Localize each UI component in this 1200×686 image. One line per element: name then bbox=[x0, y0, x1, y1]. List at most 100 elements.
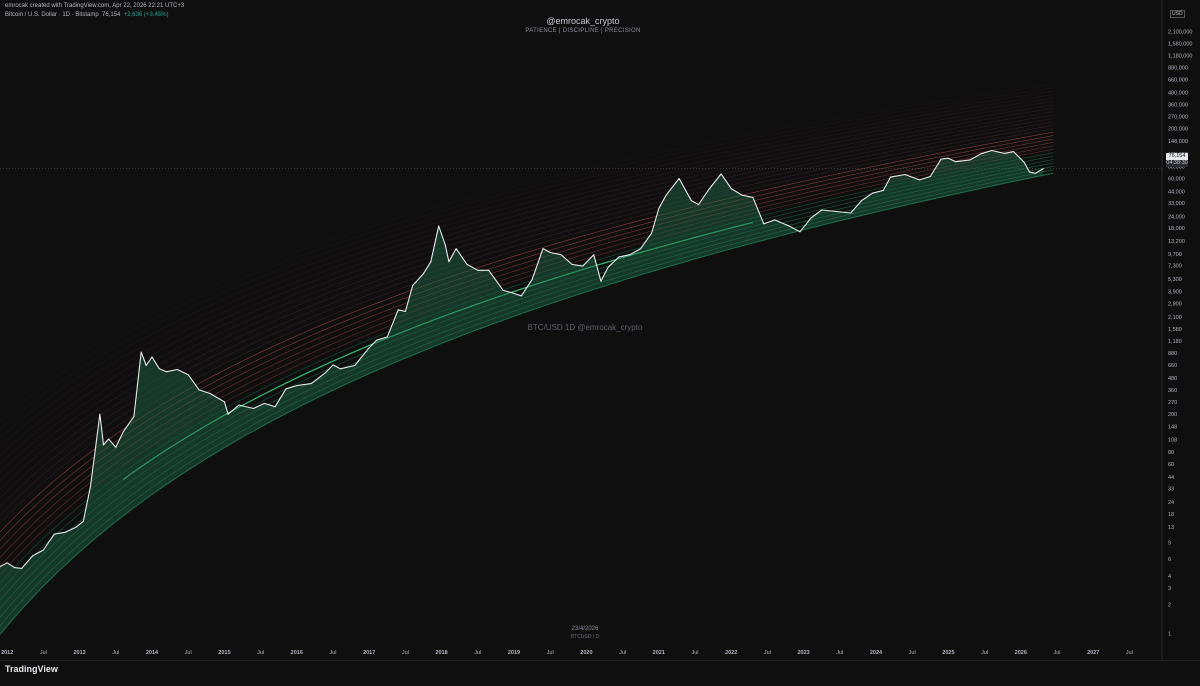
price-point bbox=[32, 555, 34, 557]
band-line bbox=[0, 90, 1054, 430]
y-tick-label: 7,300 bbox=[1168, 264, 1182, 270]
tradingview-logo[interactable]: TradingView bbox=[5, 664, 58, 674]
symbol-line[interactable]: Bitcoin / U.S. Dollar · 1D · Bitstamp bbox=[5, 12, 99, 18]
x-tick-label: Jul bbox=[257, 650, 264, 656]
y-tick-label: 2,900 bbox=[1168, 302, 1182, 308]
x-tick-label: Jul bbox=[836, 650, 843, 656]
band-line bbox=[0, 111, 1054, 482]
x-tick-label: 2026 bbox=[1015, 650, 1027, 656]
y-tick-label: 108 bbox=[1168, 438, 1177, 444]
price-point bbox=[252, 408, 254, 409]
x-tick-label: 2024 bbox=[870, 650, 883, 656]
y-tick-label: 13,200 bbox=[1168, 239, 1185, 245]
tradingview-brand: TradingView bbox=[5, 664, 58, 674]
axes: 1 2 3 4 6 9 13 18 24 33 44 60 80 108 148 200 270 360 480 66… bbox=[1, 0, 1192, 660]
price-point bbox=[455, 248, 457, 250]
price-point bbox=[1023, 162, 1025, 164]
price-point bbox=[0, 566, 1, 568]
last-price: 76,154 bbox=[102, 12, 121, 18]
y-tick-label: 148,000 bbox=[1168, 139, 1188, 145]
price-point bbox=[332, 364, 334, 366]
price-line bbox=[0, 149, 1162, 569]
price-point bbox=[466, 263, 468, 265]
x-tick-label: 2021 bbox=[653, 650, 665, 656]
axis-currency-label[interactable]: USD bbox=[1170, 10, 1185, 18]
price-point bbox=[709, 188, 710, 190]
band-line bbox=[0, 128, 1054, 524]
y-tick-label: 80 bbox=[1168, 450, 1174, 456]
y-tick-label: 24,000 bbox=[1168, 214, 1185, 220]
price-point bbox=[187, 374, 189, 376]
price-point bbox=[354, 365, 356, 366]
price-point bbox=[678, 178, 680, 179]
price-point bbox=[145, 365, 147, 366]
price-point bbox=[263, 402, 265, 404]
x-tick-label: Jul bbox=[981, 650, 988, 656]
price-point bbox=[53, 533, 55, 535]
price-point bbox=[274, 406, 276, 408]
y-tick-label: 480,000 bbox=[1168, 91, 1188, 97]
band-line bbox=[0, 142, 1054, 558]
price-area-fill bbox=[0, 150, 1044, 635]
band-line bbox=[0, 152, 1054, 584]
x-tick-label: Jul bbox=[691, 650, 698, 656]
y-tick-label: 3 bbox=[1168, 586, 1171, 592]
footer-bar bbox=[0, 660, 1200, 682]
price-point bbox=[209, 393, 211, 394]
price-point bbox=[607, 266, 609, 268]
y-tick-label: 880,000 bbox=[1168, 66, 1188, 72]
band-line bbox=[0, 114, 1054, 490]
price-point bbox=[618, 256, 620, 258]
price-point bbox=[477, 269, 479, 271]
price-point bbox=[690, 200, 692, 202]
y-tick-label: 4 bbox=[1168, 574, 1171, 580]
x-tick-label: Jul bbox=[40, 650, 47, 656]
price-point bbox=[940, 158, 942, 160]
y-tick-label: 270 bbox=[1168, 400, 1177, 406]
band-line bbox=[0, 138, 1054, 550]
band-line bbox=[0, 121, 1054, 507]
x-tick-label: Jul bbox=[619, 650, 626, 656]
price-point bbox=[75, 526, 77, 528]
y-tick-label: 18,000 bbox=[1168, 226, 1185, 232]
price-point bbox=[720, 173, 722, 175]
y-tick-label: 9,700 bbox=[1168, 252, 1182, 258]
price-point bbox=[890, 176, 891, 178]
price-point bbox=[430, 261, 432, 263]
band-line bbox=[0, 107, 1054, 473]
price-point bbox=[510, 292, 512, 293]
price-point bbox=[140, 351, 142, 353]
y-tick-label: 1,180 bbox=[1168, 339, 1182, 345]
y-tick-label: 1,180,000 bbox=[1168, 53, 1192, 59]
y-tick-label: 1,580,000 bbox=[1168, 41, 1192, 47]
price-point bbox=[99, 413, 101, 415]
price-point bbox=[166, 371, 167, 373]
y-tick-label: 270,000 bbox=[1168, 114, 1188, 120]
band-line bbox=[0, 131, 1054, 533]
price-point bbox=[444, 244, 446, 246]
price-point bbox=[386, 336, 388, 338]
band-line bbox=[0, 87, 1054, 422]
band-line bbox=[0, 125, 1054, 516]
x-tick-label: 2016 bbox=[291, 650, 303, 656]
band-line bbox=[0, 84, 1054, 413]
price-point bbox=[310, 383, 312, 385]
y-tick-label: 2,100,000 bbox=[1168, 30, 1192, 36]
band-line bbox=[0, 159, 1054, 601]
y-tick-label: 480 bbox=[1168, 376, 1177, 382]
x-tick-label: Jul bbox=[474, 650, 481, 656]
y-tick-label: 80,000 bbox=[1168, 165, 1185, 171]
regression-bands bbox=[0, 84, 1054, 635]
price-point bbox=[871, 192, 873, 194]
price-point bbox=[285, 388, 287, 390]
price-point bbox=[115, 446, 117, 448]
x-tick-label: 2013 bbox=[73, 650, 85, 656]
band-line bbox=[0, 94, 1054, 439]
band-line bbox=[0, 101, 1054, 456]
price-point bbox=[448, 261, 450, 263]
price-point bbox=[861, 200, 862, 202]
price-point bbox=[502, 289, 504, 291]
x-tick-label: 2017 bbox=[363, 650, 375, 656]
y-tick-label: 1,580 bbox=[1168, 327, 1182, 333]
y-tick-label: 2 bbox=[1168, 603, 1171, 609]
